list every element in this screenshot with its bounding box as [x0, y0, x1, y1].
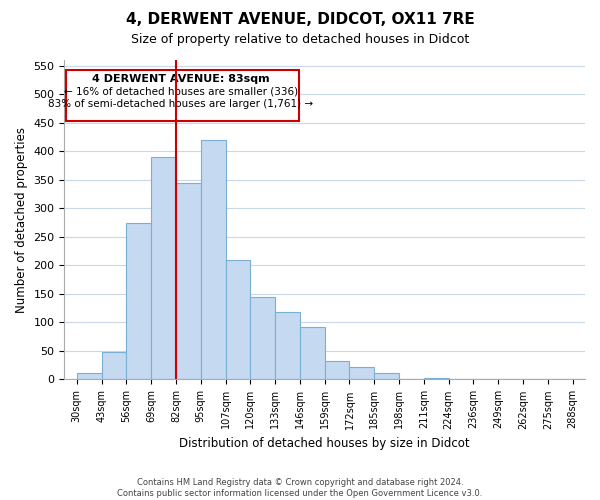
Bar — [250, 296, 275, 380]
Bar — [127, 222, 151, 380]
Text: Contains HM Land Registry data © Crown copyright and database right 2024.
Contai: Contains HM Land Registry data © Crown c… — [118, 478, 482, 498]
Bar — [325, 361, 349, 380]
Bar — [65, 70, 299, 121]
Bar — [374, 372, 399, 380]
Bar — [226, 260, 250, 380]
Text: 4 DERWENT AVENUE: 83sqm: 4 DERWENT AVENUE: 83sqm — [92, 74, 270, 85]
Bar — [201, 140, 226, 380]
Text: Size of property relative to detached houses in Didcot: Size of property relative to detached ho… — [131, 32, 469, 46]
X-axis label: Distribution of detached houses by size in Didcot: Distribution of detached houses by size … — [179, 437, 470, 450]
Text: 4, DERWENT AVENUE, DIDCOT, OX11 7RE: 4, DERWENT AVENUE, DIDCOT, OX11 7RE — [125, 12, 475, 28]
Bar — [101, 352, 127, 380]
Bar — [349, 367, 374, 380]
Text: 83% of semi-detached houses are larger (1,761) →: 83% of semi-detached houses are larger (… — [49, 99, 313, 109]
Bar — [151, 157, 176, 380]
Bar — [176, 182, 201, 380]
Bar — [77, 372, 101, 380]
Bar — [275, 312, 300, 380]
Bar — [300, 327, 325, 380]
Y-axis label: Number of detached properties: Number of detached properties — [15, 126, 28, 312]
Text: ← 16% of detached houses are smaller (336): ← 16% of detached houses are smaller (33… — [64, 87, 298, 97]
Bar — [424, 378, 449, 380]
